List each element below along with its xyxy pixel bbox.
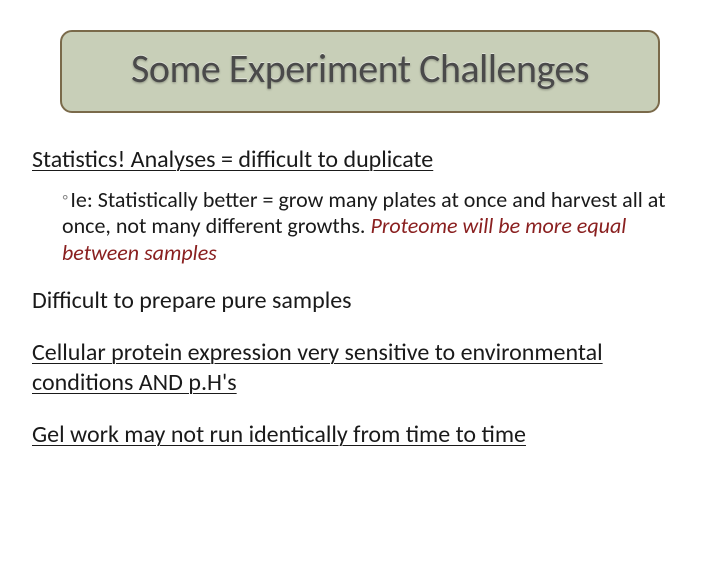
point-pure-samples: Difficult to prepare pure samples <box>32 286 688 316</box>
sub-bullet-icon: ◦ <box>62 187 68 209</box>
slide-title: Some Experiment Challenges <box>82 44 638 93</box>
sub-point-statistics: ◦Ie: Statistically better = grow many pl… <box>62 187 688 266</box>
title-box: Some Experiment Challenges <box>60 30 660 113</box>
point-gel-work: Gel work may not run identically from ti… <box>32 420 688 450</box>
point-statistics: Statistics! Analyses = difficult to dupl… <box>32 145 688 175</box>
point-expression-sensitive: Cellular protein expression very sensiti… <box>32 338 688 398</box>
slide-body: Statistics! Analyses = difficult to dupl… <box>0 113 720 450</box>
